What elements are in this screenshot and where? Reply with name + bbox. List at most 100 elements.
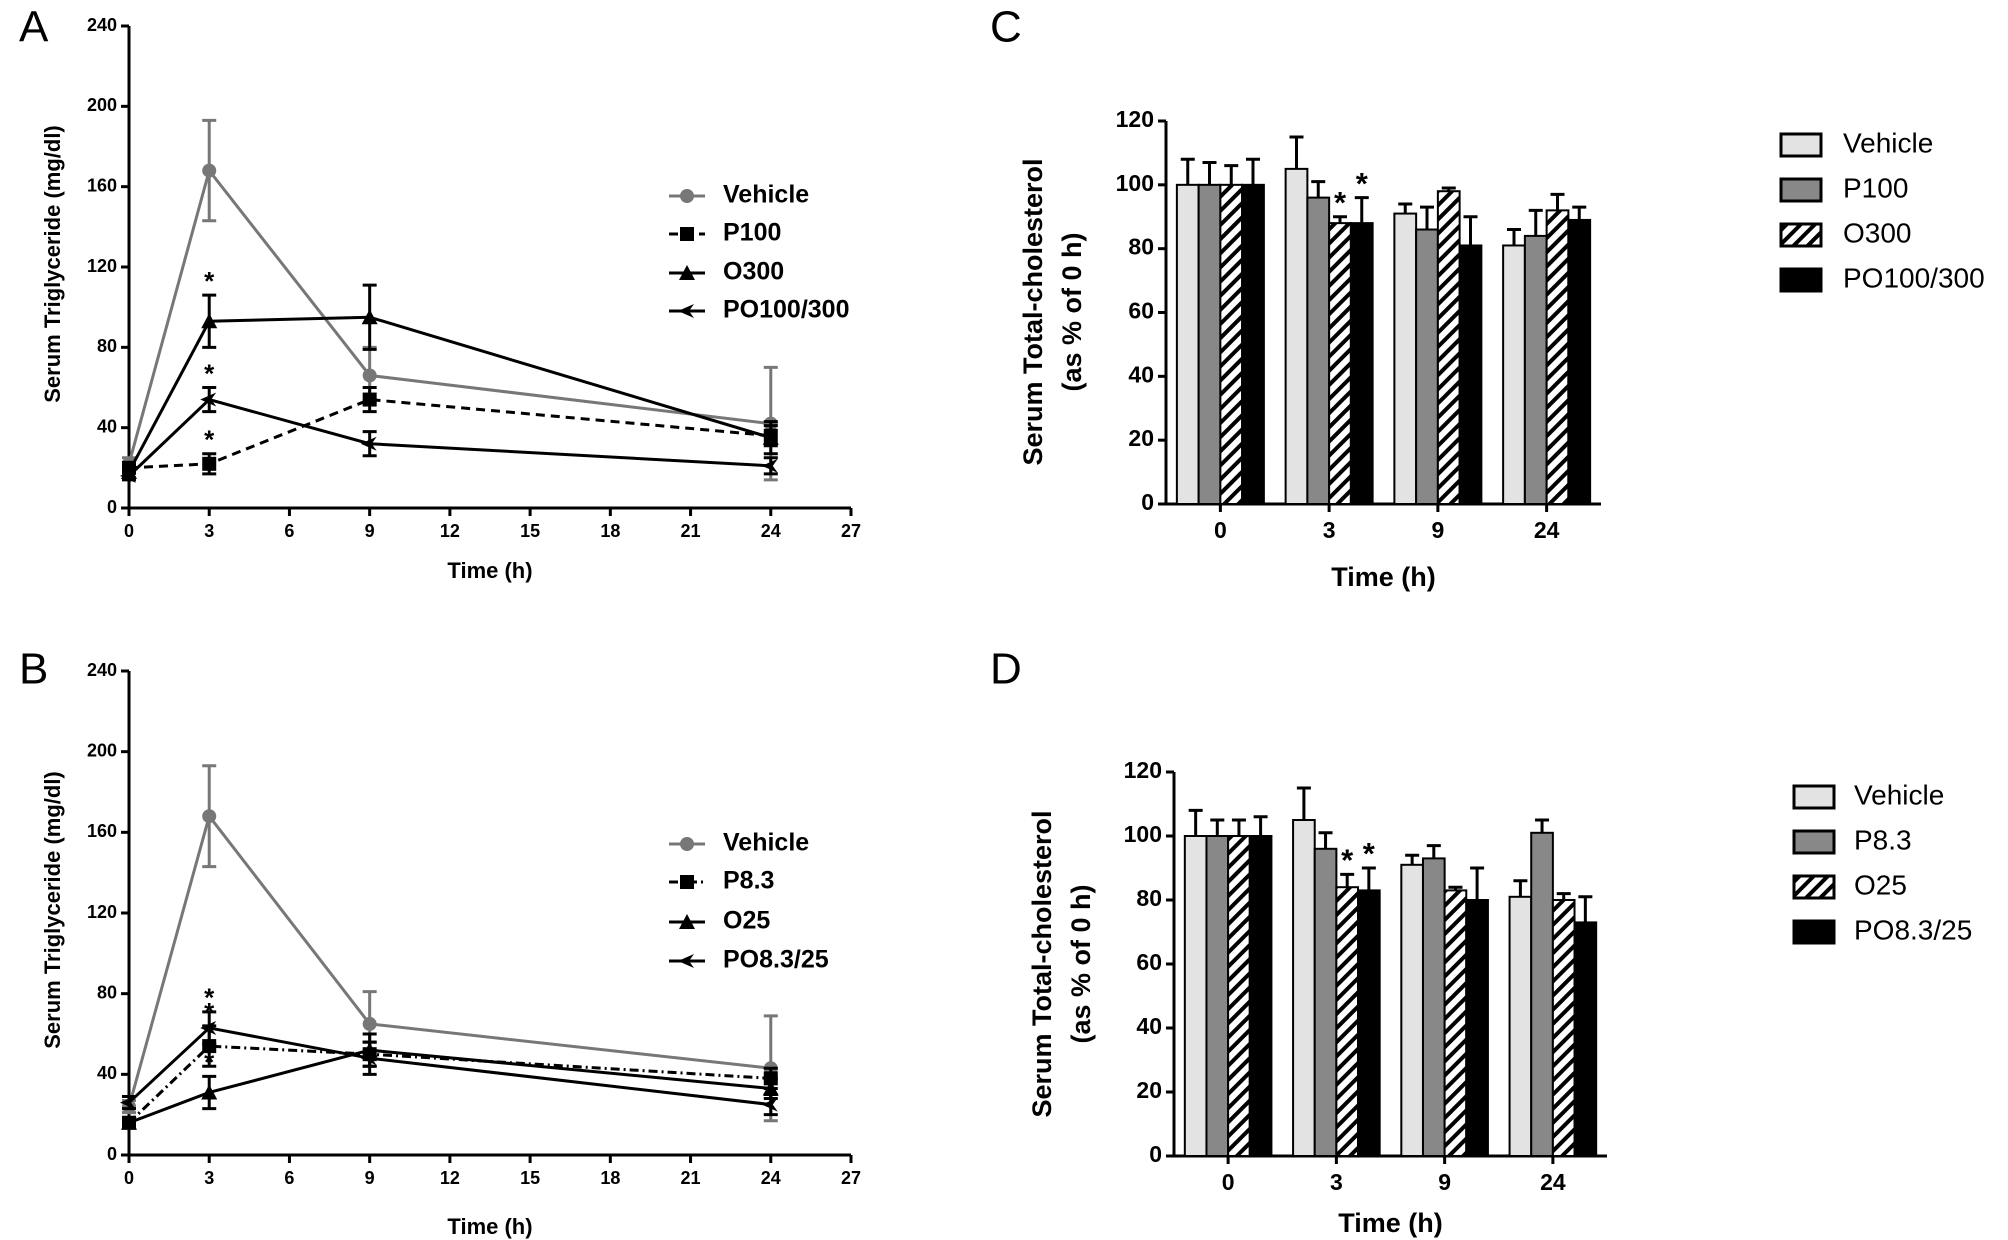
error-bar [1420, 205, 1434, 230]
data-point [679, 265, 695, 280]
error-bar [1470, 866, 1485, 900]
y-tick-label: 0 [1149, 1141, 1162, 1167]
y-tick-label: 240 [87, 660, 117, 680]
data-point [680, 189, 694, 203]
y-tick-label: 40 [97, 416, 117, 436]
error-bar [1550, 192, 1565, 211]
significance-mark: * [204, 983, 215, 1013]
panel-label: A [19, 3, 49, 52]
y-tick-label: 120 [1124, 757, 1162, 783]
bar [1349, 222, 1374, 505]
y-axis-title: Serum Total-cholesterol [1018, 158, 1048, 465]
error-bar [1318, 831, 1333, 849]
bar [1219, 183, 1244, 505]
y-tick-label: 0 [107, 497, 117, 517]
x-tick-label: 3 [1323, 517, 1336, 543]
bar [1241, 183, 1265, 505]
bar [1248, 835, 1273, 1157]
error-bar [1253, 815, 1268, 836]
error-bar [1361, 866, 1376, 891]
legend-swatch [1792, 919, 1836, 945]
x-tick-label: 12 [440, 521, 460, 541]
series-line [128, 1048, 771, 1125]
y-tick-label: 60 [1128, 298, 1154, 324]
data-point [360, 1051, 377, 1066]
legend-label: Vehicle [1843, 127, 1933, 158]
series-line [127, 315, 772, 473]
legend-swatch [1792, 874, 1836, 900]
y-axis-title: Serum Total-cholesterol [1027, 810, 1057, 1117]
legend-label: PO100/300 [1843, 262, 1985, 293]
bar [1205, 835, 1230, 1157]
bar [1284, 167, 1309, 505]
x-tick-label: 0 [1222, 1169, 1235, 1195]
data-point [120, 468, 136, 483]
y-tick-label: 80 [1128, 234, 1154, 260]
x-tick-label: 6 [284, 1168, 294, 1188]
x-tick-label: 9 [365, 1168, 375, 1188]
y-tick-label: 20 [1128, 425, 1154, 451]
x-tick-label: 24 [1534, 517, 1560, 543]
significance-mark: * [204, 425, 215, 455]
error-bar [1513, 879, 1528, 897]
bar [1443, 889, 1468, 1158]
y-axis-title: (as % of 0 h) [1066, 884, 1096, 1043]
x-axis-title: Time (h) [1331, 562, 1436, 592]
error-bar [1426, 844, 1441, 859]
legend-label: P100 [723, 219, 781, 247]
bar [1183, 835, 1208, 1157]
x-tick-label: 3 [1330, 1169, 1343, 1195]
bar [1197, 183, 1222, 505]
bar [1175, 183, 1200, 505]
panel-label: B [19, 645, 48, 694]
error-bar [1246, 157, 1260, 185]
y-tick-label: 120 [1116, 106, 1154, 132]
legend-label: O25 [723, 907, 770, 935]
bar [1573, 921, 1598, 1158]
significance-mark: * [1356, 166, 1369, 201]
legend-label: P8.3 [1854, 824, 1912, 855]
y-tick-label: 160 [87, 821, 117, 841]
x-tick-label: 27 [841, 1168, 861, 1188]
series-line [128, 398, 771, 470]
legend-label: PO8.3/25 [1854, 914, 1972, 945]
error-bar [1311, 180, 1326, 198]
data-point [679, 914, 695, 929]
bar [1545, 209, 1570, 505]
panel-label: C [990, 3, 1022, 52]
legend-label: O25 [1854, 869, 1907, 900]
data-point [200, 1020, 217, 1035]
data-point [360, 436, 377, 451]
x-tick-label: 6 [284, 521, 294, 541]
legend-swatch [1792, 784, 1836, 810]
data-point [362, 1016, 377, 1031]
y-axis-title: Serum Triglyceride (mg/dl) [40, 125, 65, 403]
x-tick-label: 12 [440, 1168, 460, 1188]
x-axis-title: Time (h) [447, 558, 532, 583]
y-axis-title: (as % of 0 h) [1057, 232, 1087, 391]
error-bar [1296, 786, 1311, 820]
error-bar [1556, 892, 1571, 900]
error-bar [1231, 818, 1246, 836]
y-tick-label: 80 [1136, 885, 1162, 911]
legend-label: Vehicle [723, 829, 809, 857]
legend-label: PO100/300 [723, 296, 850, 324]
legend-label: PO8.3/25 [723, 946, 829, 974]
data-point [200, 392, 217, 407]
data-point [680, 875, 694, 889]
bar [1508, 895, 1533, 1157]
bar [1465, 899, 1489, 1157]
error-bar [1210, 818, 1225, 836]
series-line [127, 812, 771, 1107]
x-tick-label: 18 [600, 1168, 620, 1188]
bar [1421, 857, 1446, 1158]
y-tick-label: 40 [1128, 361, 1154, 387]
panel-label: D [990, 645, 1022, 694]
x-tick-label: 15 [520, 521, 540, 541]
error-bar [1333, 215, 1347, 224]
error-bar [1572, 205, 1587, 220]
bar [1357, 889, 1381, 1158]
x-tick-label: 3 [204, 521, 214, 541]
data-point [680, 837, 694, 851]
error-bar [1398, 202, 1413, 214]
